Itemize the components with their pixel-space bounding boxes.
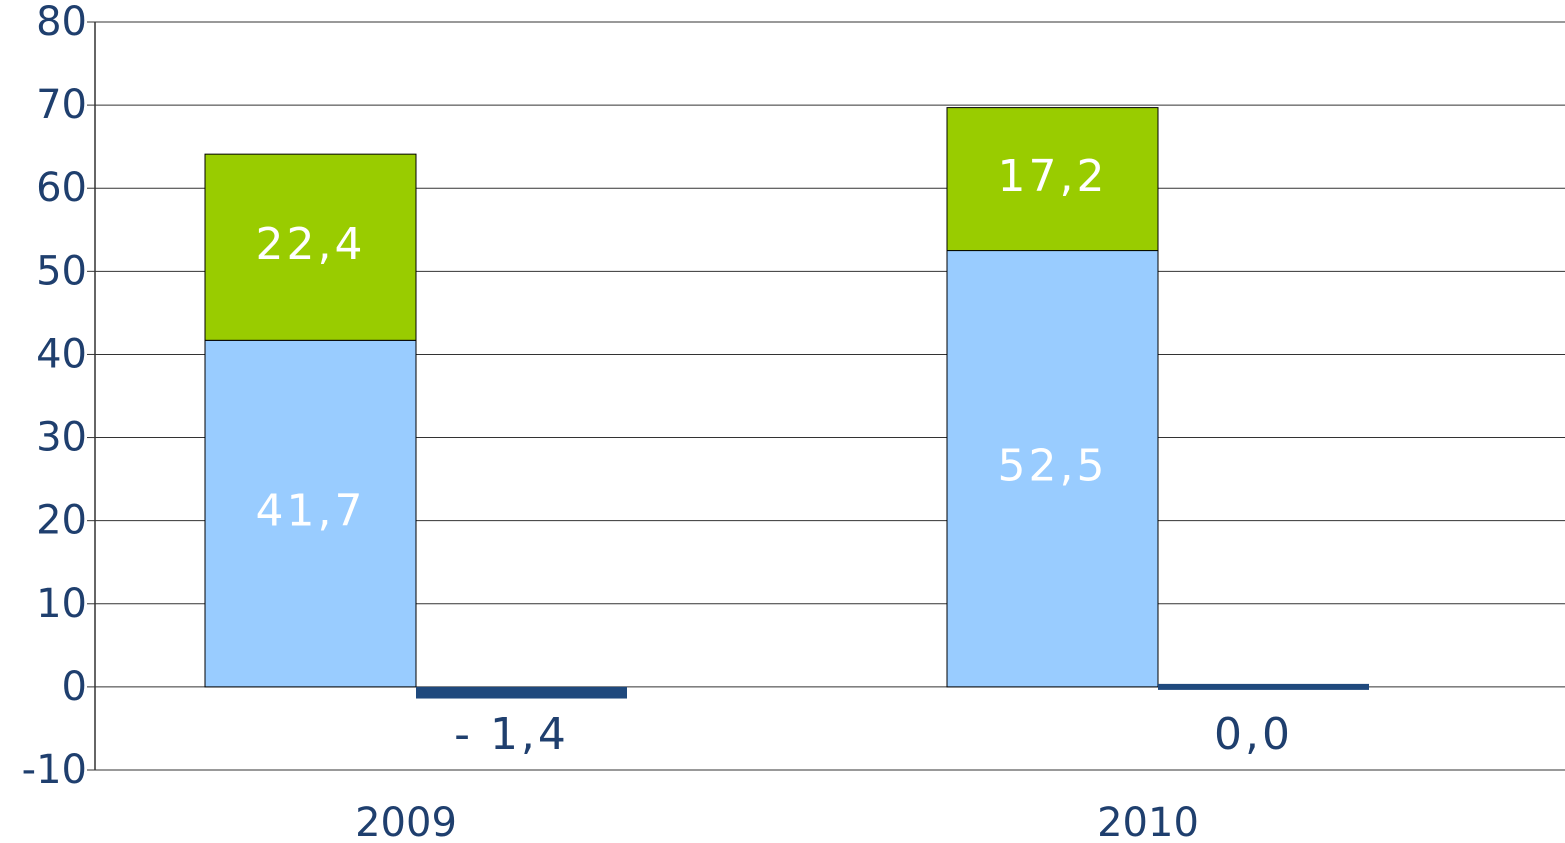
bar [204,153,417,341]
bar [946,107,1159,252]
y-tick-label: 50 [36,248,87,294]
bar [204,339,417,688]
bar [946,250,1159,688]
x-tick-label: 2010 [1097,800,1199,843]
value-label: 17,2 [998,151,1108,202]
value-label: 0,0 [1214,709,1293,760]
y-tick-label: 20 [36,498,87,544]
value-label: 41,7 [256,486,366,537]
y-tick-label: -10 [22,747,87,793]
y-tick-label: 0 [62,664,87,710]
value-label: 22,4 [256,219,366,270]
y-tick-label: 80 [36,0,87,45]
y-tick-label: 40 [36,331,87,377]
bar [416,686,627,699]
y-tick-label: 10 [36,581,87,627]
value-label: - 1,4 [454,709,569,760]
value-label: 52,5 [998,441,1108,492]
x-tick-label: 2009 [355,800,457,843]
y-tick-label: 30 [36,415,87,461]
y-tick-label: 60 [36,165,87,211]
bar [1158,683,1369,690]
y-tick-label: 70 [36,82,87,128]
